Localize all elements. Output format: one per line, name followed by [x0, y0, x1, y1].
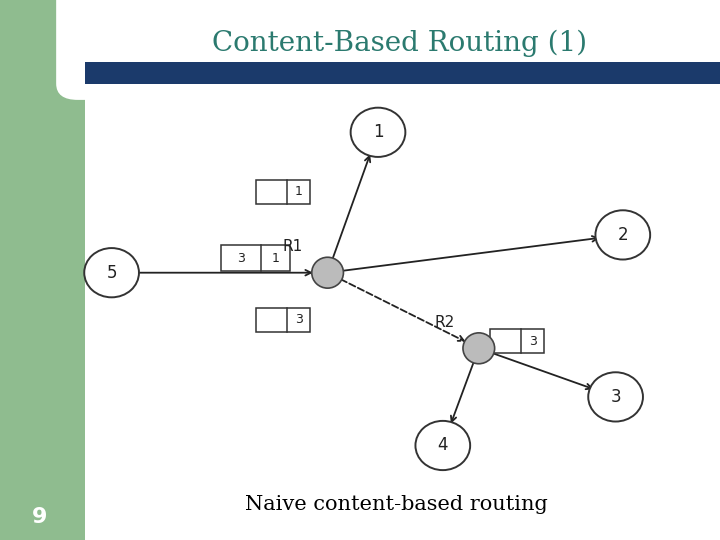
Bar	[0, 0, 85, 540]
Bar	[222, 245, 289, 271]
Text: 4: 4	[438, 436, 448, 455]
Ellipse shape	[415, 421, 470, 470]
Text: Naive content-based routing: Naive content-based routing	[245, 495, 547, 515]
Ellipse shape	[588, 372, 643, 422]
Bar	[85, 62, 720, 84]
Text: 1: 1	[373, 123, 383, 141]
Bar	[256, 308, 310, 332]
Text: 5: 5	[107, 264, 117, 282]
Text: 1: 1	[294, 185, 302, 198]
Ellipse shape	[463, 333, 495, 364]
Ellipse shape	[595, 210, 650, 260]
Text: 3: 3	[611, 388, 621, 406]
Text: 3: 3	[294, 313, 302, 326]
Ellipse shape	[84, 248, 139, 298]
Text: Content-Based Routing (1): Content-Based Routing (1)	[212, 30, 588, 57]
Text: R1: R1	[283, 239, 303, 254]
Text: 2: 2	[618, 226, 628, 244]
Ellipse shape	[351, 107, 405, 157]
FancyBboxPatch shape	[56, 0, 186, 100]
Text: 9: 9	[32, 507, 48, 528]
Text: 3: 3	[238, 252, 246, 265]
Text: 3: 3	[528, 335, 536, 348]
Text: R2: R2	[434, 315, 454, 330]
Bar	[256, 180, 310, 204]
Bar	[490, 329, 544, 353]
Ellipse shape	[312, 257, 343, 288]
Text: 1: 1	[271, 252, 279, 265]
